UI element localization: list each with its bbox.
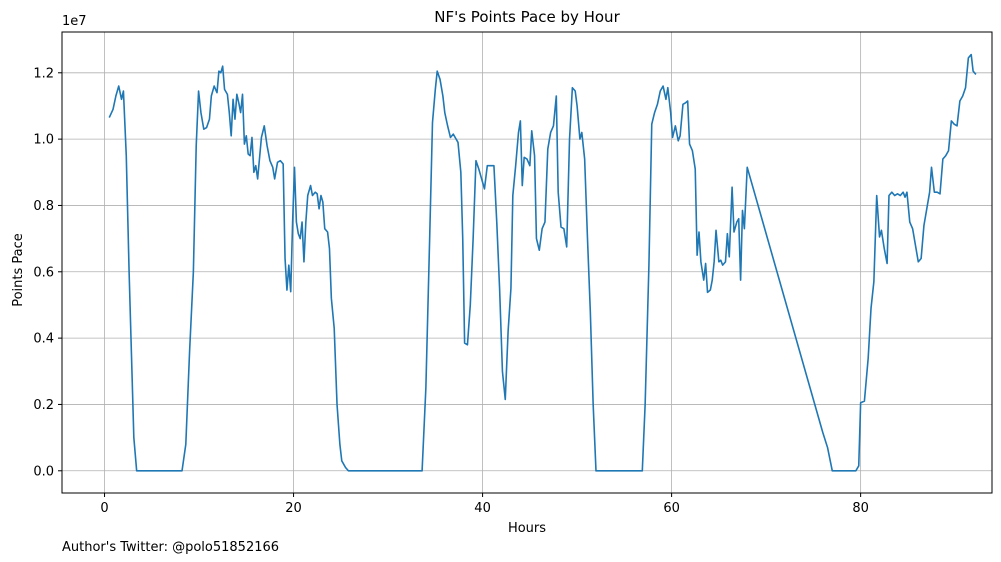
chart-title: NF's Points Pace by Hour	[434, 8, 620, 26]
x-tick-label: 60	[663, 501, 680, 516]
y-tick-label: 1.2	[33, 66, 54, 81]
y-axis-label: Points Pace	[11, 233, 26, 307]
author-credit: Author's Twitter: @polo51852166	[62, 540, 279, 555]
x-tick-label: 20	[285, 501, 302, 516]
series-line-points-pace	[108, 53, 977, 472]
y-tick-label: 0.4	[33, 332, 54, 347]
x-tick-label: 0	[100, 501, 108, 516]
x-axis-label: Hours	[508, 521, 546, 536]
y-tick-label: 0.6	[33, 265, 54, 280]
y-tick-label: 0.8	[33, 199, 54, 214]
x-tick-label: 80	[852, 501, 869, 516]
plot-frame	[61, 31, 993, 494]
gridlines	[62, 32, 992, 493]
x-tick-label: 40	[474, 501, 491, 516]
y-offset-text: 1e7	[62, 14, 87, 29]
x-axis-ticks: 0 20 40 60 80	[100, 493, 869, 516]
y-tick-label: 0.0	[33, 464, 54, 479]
y-axis-ticks: 0.0 0.2 0.4 0.6 0.8 1.0 1.2	[33, 66, 62, 479]
y-tick-label: 1.0	[33, 133, 54, 148]
y-tick-label: 0.2	[33, 398, 54, 413]
